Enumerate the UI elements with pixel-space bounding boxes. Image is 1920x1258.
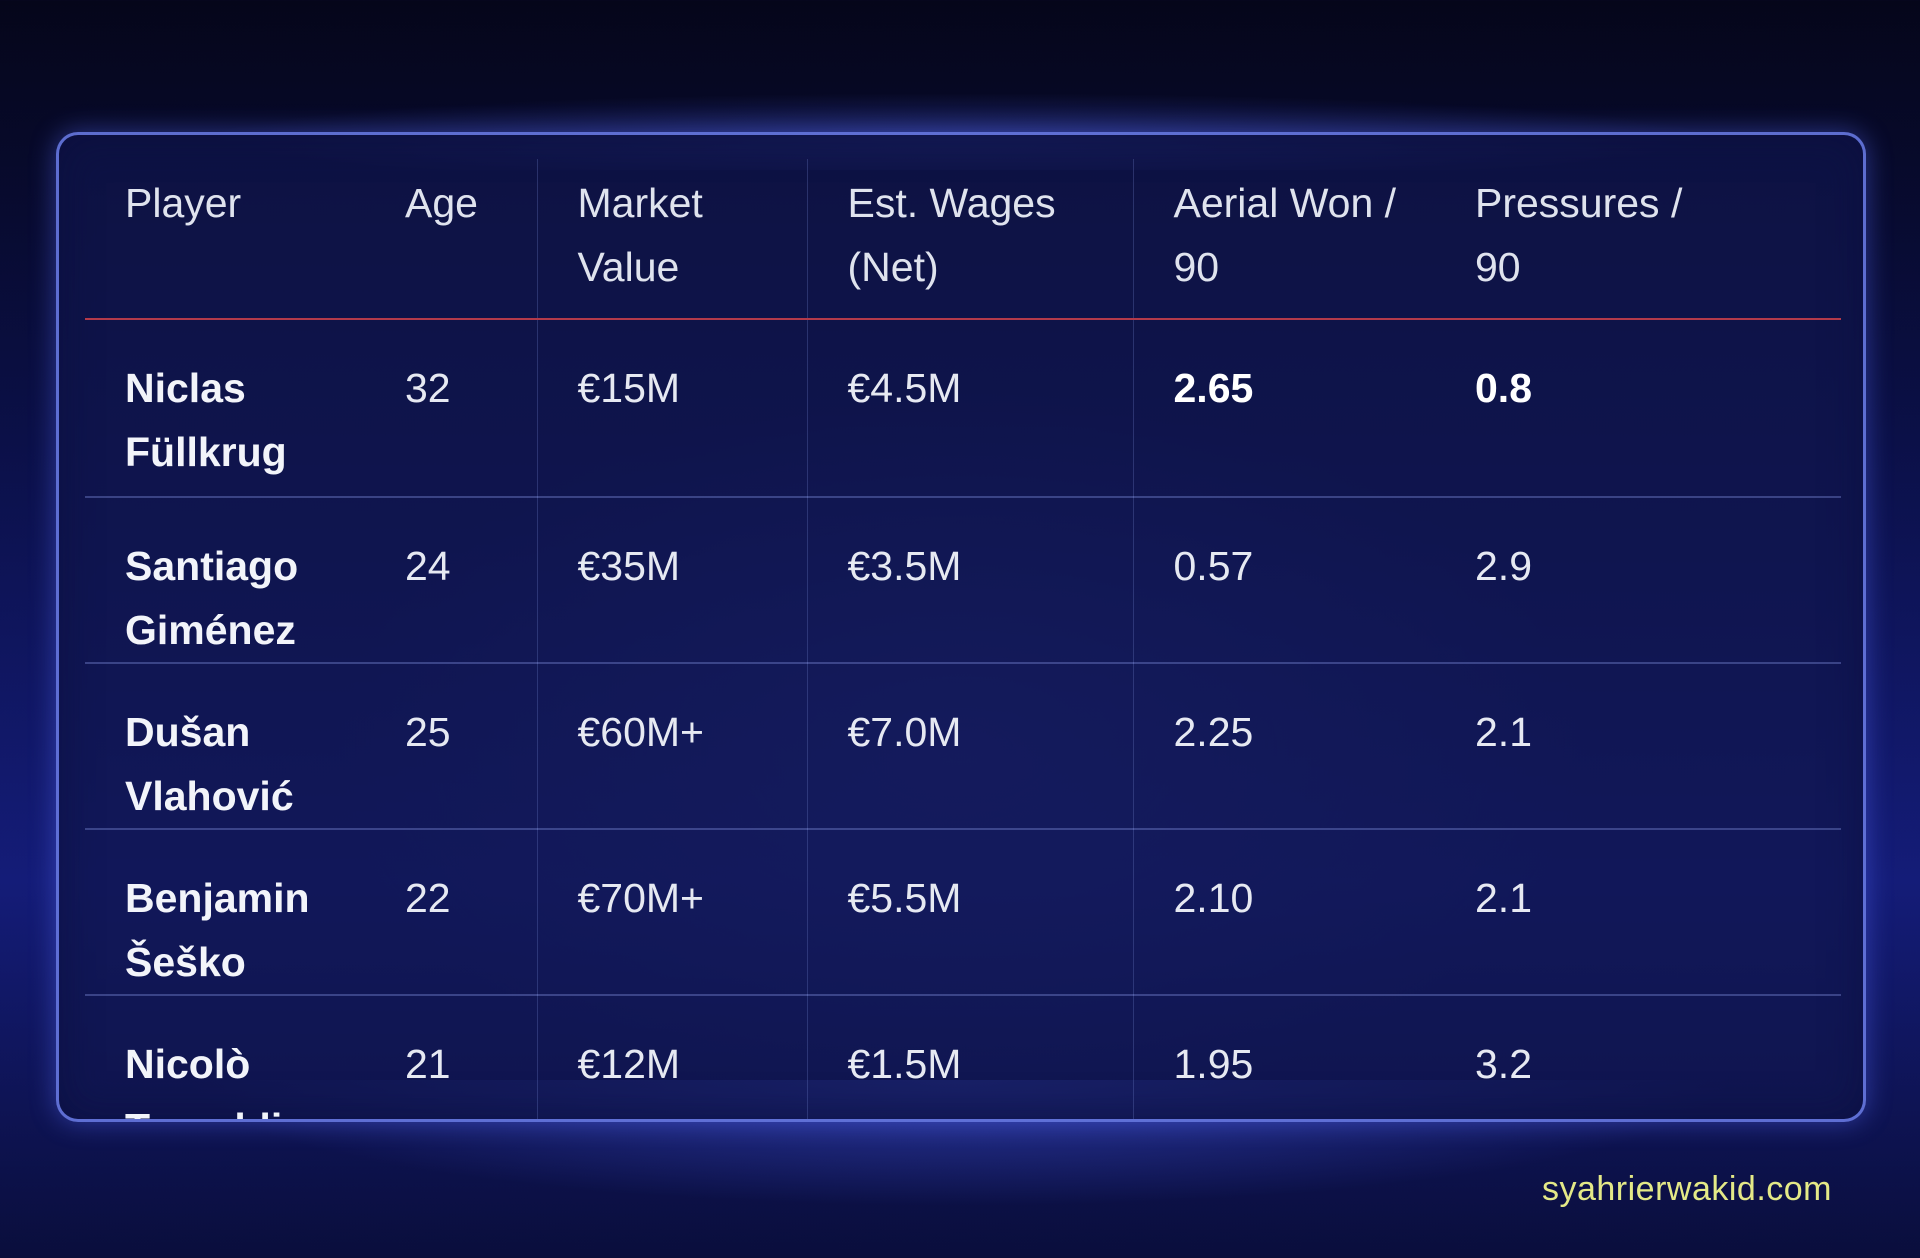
- header-wages-line2: (Net): [847, 244, 939, 290]
- table-row: Niclas Füllkrug 32 €15M €4.5M 2.65 0.8: [85, 319, 1841, 497]
- table-row: Santiago Giménez 24 €35M €3.5M 0.57 2.9: [85, 497, 1841, 663]
- header-pressures-line1: Pressures /: [1475, 180, 1683, 226]
- market-value-cell: €15M: [536, 319, 807, 497]
- wages-cell: €5.5M: [806, 829, 1133, 995]
- header-player: Player: [85, 159, 365, 319]
- age-cell: 24: [405, 543, 451, 589]
- player-cell: Benjamin Šeško: [85, 829, 365, 995]
- aerial-cell: 1.95: [1132, 995, 1435, 1119]
- aerial-cell: 2.10: [1132, 829, 1435, 995]
- player-last-name: Tresoldi: [125, 1096, 365, 1119]
- player-cell: Niclas Füllkrug: [85, 319, 365, 497]
- header-player-line1: Player: [125, 180, 242, 226]
- player-last-name: Giménez: [125, 607, 296, 653]
- header-aerial-line2: 90: [1173, 244, 1220, 290]
- aerial-cell: 2.65: [1132, 319, 1435, 497]
- pressures-cell: 2.1: [1475, 875, 1532, 921]
- age-cell: 21: [405, 1041, 451, 1087]
- wages-cell: €7.0M: [806, 663, 1133, 829]
- player-first-name: Nicolò: [125, 1041, 251, 1087]
- market-value-cell: €12M: [536, 995, 807, 1119]
- age-cell: 22: [405, 875, 451, 921]
- header-market-value-line2: Value: [577, 244, 680, 290]
- header-aerial-line1: Aerial Won /: [1173, 180, 1397, 226]
- market-value-cell: €70M+: [536, 829, 807, 995]
- age-cell: 32: [405, 365, 451, 411]
- header-market-value: Market Value: [536, 159, 807, 319]
- table-row: Dušan Vlahović 25 €60M+ €7.0M 2.25 2.1: [85, 663, 1841, 829]
- table-body: Niclas Füllkrug 32 €15M €4.5M 2.65 0.8 S…: [85, 319, 1841, 1119]
- player-last-name: Vlahović: [125, 773, 294, 819]
- player-last-name: Füllkrug: [125, 429, 287, 475]
- watermark-text: syahrierwakid.com: [1541, 1170, 1832, 1208]
- aerial-cell: 0.57: [1132, 497, 1435, 663]
- age-cell: 25: [405, 709, 451, 755]
- player-first-name: Dušan: [125, 709, 251, 755]
- header-age-line1: Age: [405, 180, 478, 226]
- table-header: Player Age Market Value Est. Wages (Net)…: [85, 159, 1841, 319]
- header-wages: Est. Wages (Net): [806, 159, 1133, 319]
- wages-cell: €1.5M: [806, 995, 1133, 1119]
- player-first-name: Santiago: [125, 543, 299, 589]
- aerial-cell: 2.25: [1132, 663, 1435, 829]
- pressures-cell: 3.2: [1475, 1041, 1532, 1087]
- player-first-name: Niclas: [125, 365, 246, 411]
- header-wages-line1: Est. Wages: [847, 180, 1056, 226]
- header-age: Age: [365, 159, 537, 319]
- wages-cell: €3.5M: [806, 497, 1133, 663]
- player-cell: Dušan Vlahović: [85, 663, 365, 829]
- player-cell: Santiago Giménez: [85, 497, 365, 663]
- pressures-cell: 2.1: [1475, 709, 1532, 755]
- header-market-value-line1: Market: [577, 180, 703, 226]
- table-row: Benjamin Šeško 22 €70M+ €5.5M 2.10 2.1: [85, 829, 1841, 995]
- player-last-name: Šeško: [125, 939, 246, 985]
- wages-cell: €4.5M: [806, 319, 1133, 497]
- market-value-cell: €60M+: [536, 663, 807, 829]
- header-row: Player Age Market Value Est. Wages (Net)…: [85, 159, 1841, 319]
- player-cell: Nicolò Tresoldi: [85, 995, 365, 1119]
- table-card: Player Age Market Value Est. Wages (Net)…: [56, 132, 1866, 1122]
- header-aerial: Aerial Won / 90: [1132, 159, 1435, 319]
- header-pressures-line2: 90: [1475, 244, 1521, 290]
- player-first-name: Benjamin: [125, 875, 310, 921]
- pressures-cell: 0.8: [1475, 365, 1532, 411]
- player-comparison-table: Player Age Market Value Est. Wages (Net)…: [85, 159, 1841, 1119]
- table-row: Nicolò Tresoldi 21 €12M €1.5M 1.95 3.2: [85, 995, 1841, 1119]
- header-pressures: Pressures / 90: [1435, 159, 1841, 319]
- pressures-cell: 2.9: [1475, 543, 1532, 589]
- market-value-cell: €35M: [536, 497, 807, 663]
